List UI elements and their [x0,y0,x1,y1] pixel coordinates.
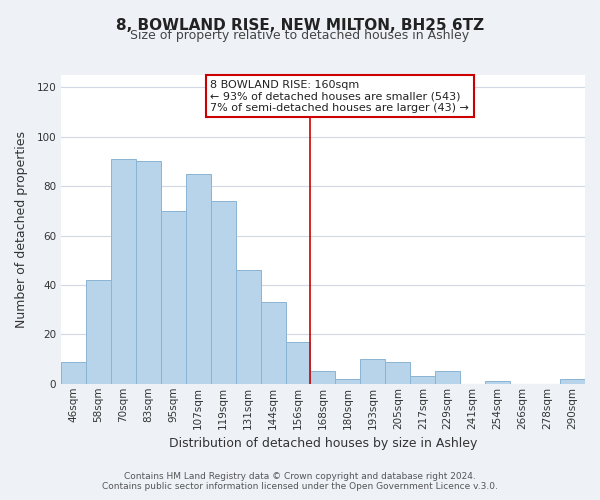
Bar [560,379,585,384]
Bar [286,342,310,384]
Bar [335,379,361,384]
Text: 8, BOWLAND RISE, NEW MILTON, BH25 6TZ: 8, BOWLAND RISE, NEW MILTON, BH25 6TZ [116,18,484,32]
Bar [186,174,211,384]
Bar [236,270,260,384]
Bar [485,382,510,384]
Text: Contains public sector information licensed under the Open Government Licence v.: Contains public sector information licen… [102,482,498,491]
Bar [435,372,460,384]
X-axis label: Distribution of detached houses by size in Ashley: Distribution of detached houses by size … [169,437,477,450]
Text: Size of property relative to detached houses in Ashley: Size of property relative to detached ho… [130,29,470,42]
Bar [260,302,286,384]
Bar [211,201,236,384]
Bar [111,159,136,384]
Bar [136,162,161,384]
Y-axis label: Number of detached properties: Number of detached properties [15,131,28,328]
Text: 8 BOWLAND RISE: 160sqm
← 93% of detached houses are smaller (543)
7% of semi-det: 8 BOWLAND RISE: 160sqm ← 93% of detached… [211,80,469,113]
Bar [161,211,186,384]
Bar [385,362,410,384]
Bar [310,372,335,384]
Bar [410,376,435,384]
Bar [86,280,111,384]
Bar [361,359,385,384]
Text: Contains HM Land Registry data © Crown copyright and database right 2024.: Contains HM Land Registry data © Crown c… [124,472,476,481]
Bar [61,362,86,384]
